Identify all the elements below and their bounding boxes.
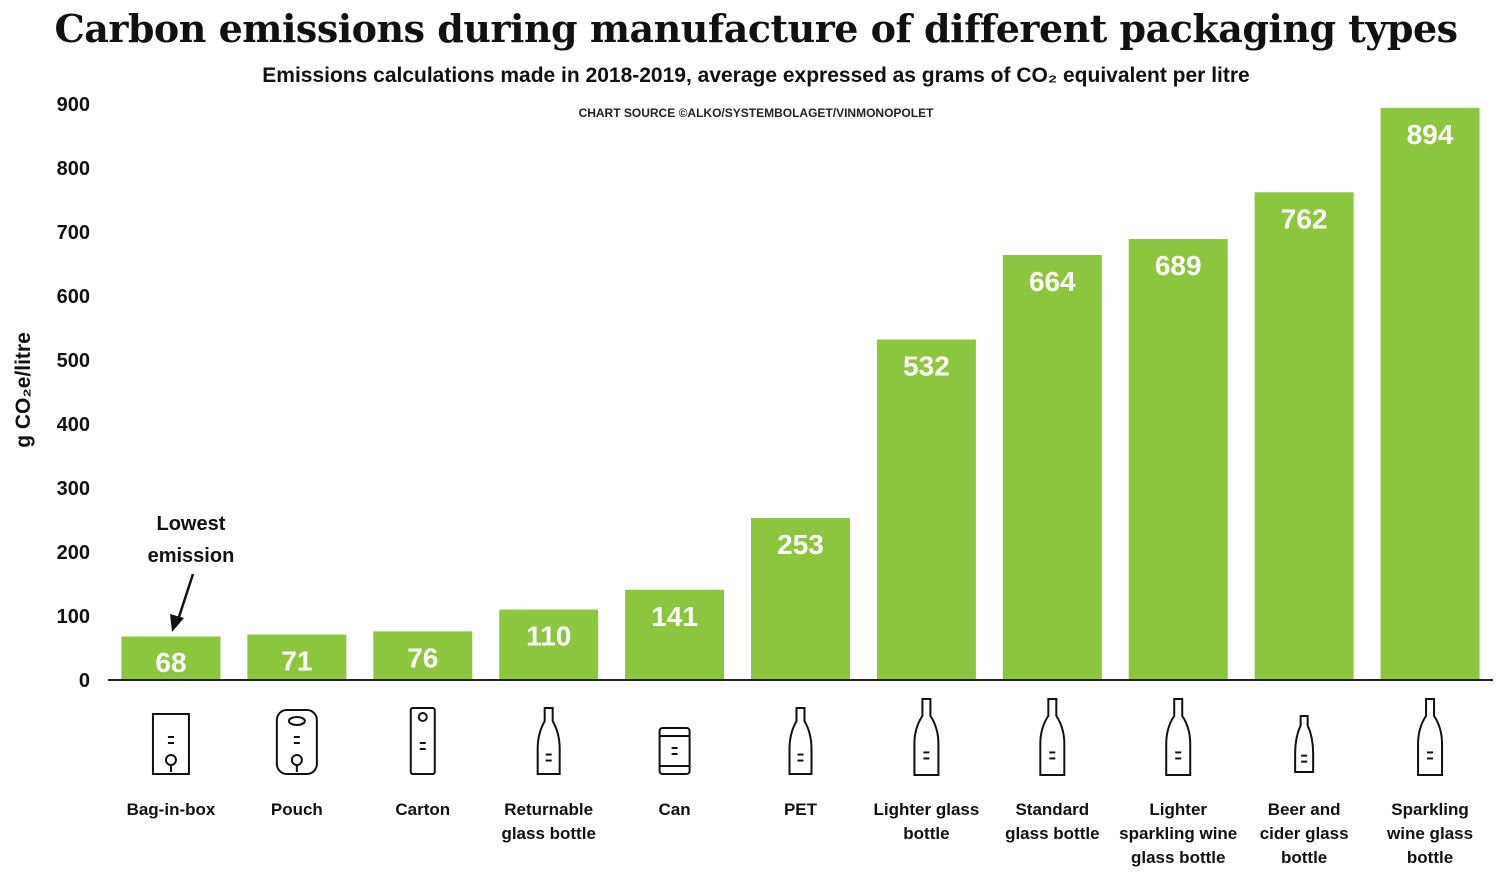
category-label: Pouch xyxy=(271,800,323,819)
standard-bottle-icon xyxy=(1039,698,1066,776)
bar xyxy=(625,589,725,680)
category-label: Lighter sparkling wine glass bottle xyxy=(1119,800,1237,867)
y-axis-label: g CO₂e/litre xyxy=(12,332,35,448)
bar-value-label: 68 xyxy=(155,647,186,678)
bar-value-label: 532 xyxy=(903,351,950,382)
bar xyxy=(751,518,850,680)
beer-bottle-icon xyxy=(1294,715,1315,773)
bar xyxy=(499,609,599,680)
pet-bottle-icon xyxy=(788,707,813,775)
bag-in-box-icon xyxy=(151,713,190,775)
category-label: Can xyxy=(659,800,691,819)
bar xyxy=(876,339,976,680)
category-label: Bag-in-box xyxy=(127,800,216,819)
y-tick-label: 300 xyxy=(57,478,90,500)
y-tick-label: 900 xyxy=(57,94,90,116)
bar xyxy=(1128,239,1228,681)
sparkling-light-bottle-icon xyxy=(1165,698,1192,776)
category-label: Beer and cider glass bottle xyxy=(1260,800,1349,867)
chart-subtitle: Emissions calculations made in 2018-2019… xyxy=(262,64,1250,87)
can-icon xyxy=(658,727,691,775)
bar-value-label: 71 xyxy=(281,646,312,677)
bar-value-label: 762 xyxy=(1281,203,1328,234)
pouch-icon xyxy=(275,709,318,775)
bar-value-label: 141 xyxy=(651,601,698,632)
lighter-bottle-icon xyxy=(913,698,940,776)
bar xyxy=(1002,255,1102,681)
bar-value-label: 664 xyxy=(1029,266,1076,297)
category-label: Returnable glass bottle xyxy=(501,800,595,843)
sparkling-bottle-icon xyxy=(1417,698,1444,776)
category-label: Carton xyxy=(395,800,450,819)
y-tick-label: 700 xyxy=(57,222,90,244)
y-tick-label: 0 xyxy=(79,670,90,692)
carton-icon xyxy=(409,707,436,775)
annotation-text: Lowest emission xyxy=(148,513,235,567)
bar xyxy=(1254,192,1354,680)
y-tick-label: 100 xyxy=(57,606,90,628)
bar xyxy=(1380,107,1480,681)
annotation-arrow xyxy=(170,573,195,632)
returnable-bottle-icon xyxy=(536,707,561,775)
category-label: Lighter glass bottle xyxy=(874,800,980,843)
chart-source: CHART SOURCE ©ALKO/SYSTEMBOLAGET/VINMONO… xyxy=(578,106,934,120)
bar-value-label: 110 xyxy=(526,621,571,652)
y-tick-label: 600 xyxy=(57,286,90,308)
bar-value-label: 76 xyxy=(407,642,438,673)
y-tick-label: 400 xyxy=(57,414,90,436)
bar-value-label: 689 xyxy=(1155,250,1202,281)
chart-title: Carbon emissions during manufacture of d… xyxy=(54,6,1458,51)
bar xyxy=(247,634,347,680)
bar-value-label: 253 xyxy=(777,529,824,560)
y-tick-label: 500 xyxy=(57,350,90,372)
bar-value-label: 894 xyxy=(1407,119,1454,150)
y-tick-label: 200 xyxy=(57,542,90,564)
bar xyxy=(373,631,473,680)
category-label: Standard glass bottle xyxy=(1005,800,1099,843)
bar xyxy=(121,636,221,680)
category-label: Sparkling wine glass bottle xyxy=(1386,800,1473,867)
y-tick-label: 800 xyxy=(57,158,90,180)
category-label: PET xyxy=(784,800,818,819)
